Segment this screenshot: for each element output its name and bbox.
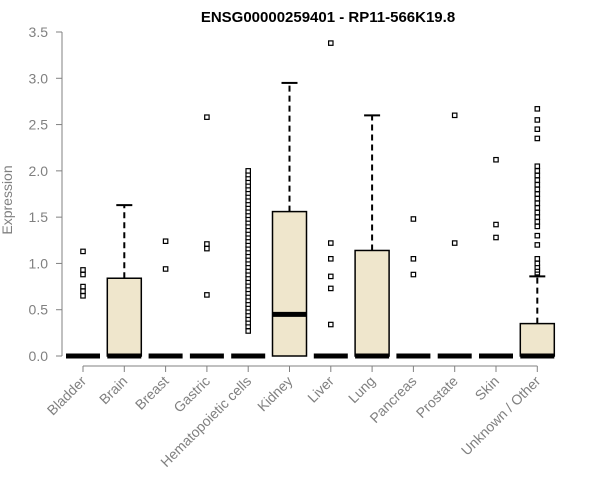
outlier-point: [534, 117, 541, 123]
chart-title: ENSG00000259401 - RP11-566K19.8: [201, 9, 455, 26]
outlier-point: [245, 328, 252, 334]
outlier-point: [534, 260, 541, 267]
outlier-point: [534, 209, 541, 216]
outlier-point: [534, 186, 541, 193]
outlier-point: [493, 221, 499, 228]
outlier-point: [410, 256, 417, 262]
box-group: [148, 238, 183, 359]
outlier-point: [328, 321, 334, 328]
box-group: [354, 114, 390, 359]
y-tick-label: 2.5: [29, 117, 49, 133]
y-axis-label: Expression: [0, 165, 15, 234]
x-tick-label: Brain: [96, 373, 130, 407]
outlier-point: [162, 266, 169, 272]
box-iqr: [106, 277, 143, 357]
y-tick-label: 0.0: [29, 348, 49, 364]
outlier-point: [204, 245, 210, 252]
box-group: [106, 204, 143, 359]
outlier-point: [451, 112, 458, 119]
y-tick-label: 0.5: [29, 302, 49, 318]
outlier-point: [204, 114, 210, 120]
outlier-point: [328, 256, 334, 262]
x-tick-label: Skin: [472, 373, 503, 404]
outlier-point: [534, 242, 541, 248]
y-axis: 0.0 0.5 1.0 1.5 2.0 2.5 3.0 3.5: [29, 24, 63, 364]
box-group: [437, 112, 472, 359]
box-group: [66, 248, 100, 359]
box-iqr: [271, 210, 308, 357]
outlier-point: [80, 267, 86, 273]
outlier-point: [534, 172, 541, 179]
outlier-point: [534, 135, 541, 142]
outlier-point: [328, 285, 334, 292]
outlier-point: [410, 216, 417, 222]
outlier-point: [410, 271, 417, 278]
box-group: [313, 40, 348, 359]
outlier-point: [534, 214, 541, 220]
outlier-point: [534, 223, 541, 230]
outlier-point: [534, 205, 541, 211]
outlier-point: [534, 163, 541, 170]
outlier-point: [328, 273, 334, 280]
box-group: [189, 114, 224, 359]
outlier-point: [204, 241, 210, 247]
boxes-group: [66, 40, 556, 359]
outlier-point: [328, 40, 334, 46]
outlier-point: [162, 238, 169, 245]
x-tick-label: Prostate: [413, 373, 461, 421]
outlier-point: [80, 288, 86, 295]
x-tick-label: Breast: [132, 373, 172, 413]
y-tick-label: 2.0: [29, 163, 49, 179]
outlier-point: [534, 256, 541, 262]
outlier-point: [534, 191, 541, 197]
outlier-point: [493, 156, 499, 163]
outlier-point: [534, 200, 541, 207]
box-iqr: [519, 322, 556, 357]
outlier-point: [534, 232, 541, 239]
y-tick-label: 1.5: [29, 209, 49, 225]
box-group: [479, 156, 513, 359]
outlier-point: [451, 240, 458, 246]
outlier-point: [534, 168, 541, 174]
box-group: [519, 106, 556, 359]
outlier-point: [245, 168, 252, 174]
x-tick-label: Bladder: [44, 373, 90, 419]
x-tick-label: Lung: [345, 373, 378, 406]
outlier-point: [80, 283, 86, 290]
outlier-point: [328, 240, 334, 246]
x-tick-label: Kidney: [254, 373, 296, 415]
y-tick-label: 3.5: [29, 24, 49, 40]
outlier-point: [534, 218, 541, 225]
outlier-point: [80, 271, 86, 278]
outlier-point: [80, 293, 86, 299]
outlier-point: [493, 234, 499, 241]
outlier-point: [534, 195, 541, 202]
outlier-point: [80, 248, 86, 255]
x-tick-label: Liver: [304, 373, 337, 406]
y-tick-label: 1.0: [29, 255, 49, 271]
box-group: [231, 168, 266, 359]
outlier-point: [534, 181, 541, 188]
box-group: [396, 216, 431, 359]
box-iqr: [354, 249, 390, 357]
y-tick-label: 3.0: [29, 70, 49, 86]
outlier-point: [534, 126, 541, 133]
outlier-point: [534, 106, 541, 112]
box-group: [271, 81, 308, 357]
outlier-point: [534, 177, 541, 183]
outlier-point: [204, 292, 210, 298]
